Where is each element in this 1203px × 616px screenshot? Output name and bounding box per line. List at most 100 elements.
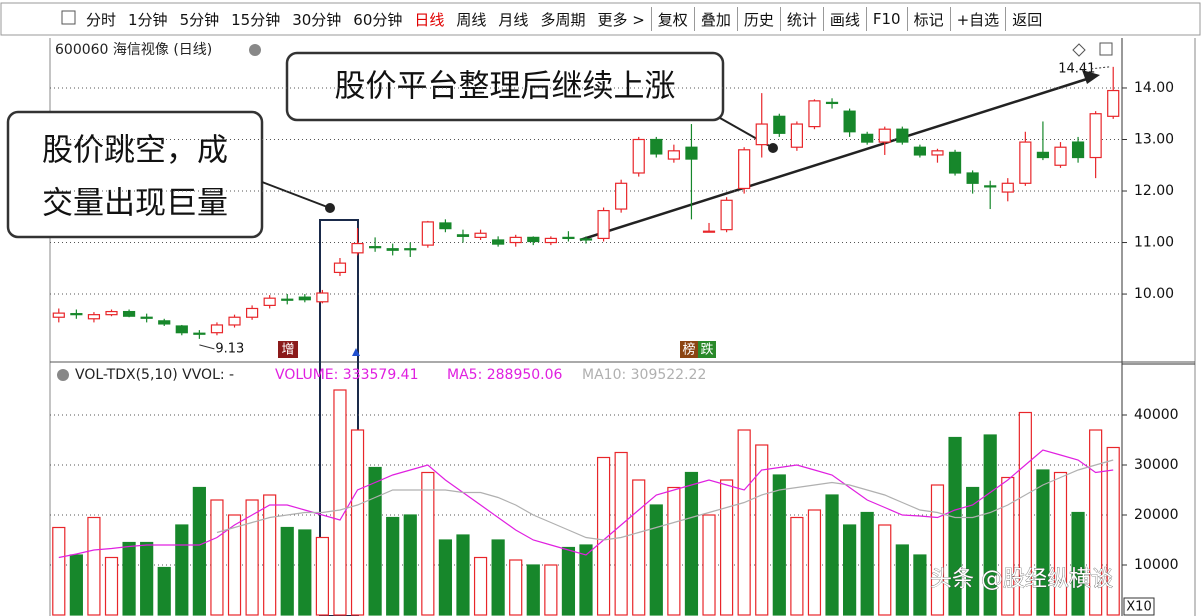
- volume-bar: [122, 541, 136, 616]
- y-tick-label: 10.00: [1134, 286, 1174, 302]
- volume-bar: [561, 546, 576, 616]
- candle-body: [667, 150, 680, 160]
- toolbar-button[interactable]: 月线: [498, 10, 529, 29]
- toolbar-frame: [0, 2, 1201, 36]
- toolbar-icon[interactable]: [61, 10, 76, 25]
- toolbar-button[interactable]: 返回: [1012, 10, 1043, 29]
- y-tick-label: 13.00: [1134, 131, 1174, 147]
- vol-title: VOL-TDX(5,10) VVOL: -: [75, 367, 234, 383]
- y-tick-label: 20000: [1134, 507, 1179, 523]
- candle-body: [544, 237, 557, 244]
- badge-text: 榜: [682, 342, 695, 358]
- callout-dot: [325, 203, 335, 213]
- candle-body: [615, 182, 628, 210]
- candle-body: [632, 138, 645, 174]
- volume-bar: [737, 429, 751, 616]
- candle-body: [685, 146, 698, 160]
- volume-bar: [983, 434, 997, 616]
- badge-text: 增: [281, 343, 294, 358]
- unit-box: [1123, 597, 1155, 616]
- toolbar-button[interactable]: 复权: [657, 10, 688, 29]
- trend-arrowhead: [1082, 70, 1100, 84]
- legend-entry: VOLUME: 333579.41: [275, 367, 419, 383]
- ma-line: [216, 459, 1114, 541]
- volume-bar: [1089, 429, 1103, 616]
- toolbar-button[interactable]: F10: [872, 10, 901, 28]
- badge[interactable]: [680, 341, 698, 358]
- toolbar-button[interactable]: 更多 >: [597, 10, 645, 29]
- toolbar-button[interactable]: 60分钟: [353, 10, 403, 29]
- low-label: 9.13: [215, 341, 244, 356]
- candle-body: [193, 332, 206, 335]
- candle-body: [1019, 141, 1032, 184]
- volume-bar: [913, 554, 927, 616]
- y-tick-label: 12.00: [1134, 183, 1174, 199]
- candle-body: [52, 312, 65, 318]
- candle-body: [948, 151, 962, 174]
- callout-box: [6, 110, 264, 239]
- title-menu[interactable]: [249, 44, 261, 56]
- icon-panel[interactable]: [1099, 42, 1113, 56]
- high-pointer: [1091, 66, 1110, 70]
- toolbar-button[interactable]: 分时: [86, 10, 117, 29]
- badge[interactable]: [698, 341, 716, 358]
- volume-bar: [421, 471, 435, 616]
- candle-body: [1089, 113, 1102, 159]
- volume-bar: [860, 511, 874, 616]
- toolbar-button[interactable]: +自选: [956, 10, 1000, 29]
- vol-menu[interactable]: [57, 369, 69, 381]
- icon-diamond[interactable]: [1072, 43, 1086, 57]
- toolbar-button[interactable]: 多周期: [540, 10, 586, 29]
- candle-body: [369, 246, 382, 249]
- badge[interactable]: [278, 341, 298, 358]
- volume-bar: [1053, 471, 1068, 616]
- volume-bar: [895, 544, 909, 616]
- candle-body: [861, 133, 874, 143]
- toolbar-button[interactable]: 历史: [743, 10, 774, 29]
- toolbar-button[interactable]: 日线: [414, 10, 445, 29]
- candle-body: [843, 110, 856, 133]
- candle-body: [175, 325, 188, 334]
- candle-body: [755, 123, 768, 146]
- candle-body: [1036, 151, 1050, 159]
- high-label: 14.41: [1058, 61, 1095, 76]
- candle-body: [439, 222, 452, 230]
- volume-bar: [227, 514, 242, 616]
- candle-body: [351, 242, 364, 254]
- volume-bar: [807, 509, 822, 616]
- candle-body: [316, 292, 329, 303]
- separator: [736, 7, 738, 31]
- volume-bar: [544, 564, 558, 616]
- toolbar-button[interactable]: 15分钟: [231, 10, 281, 29]
- y-tick-label: 11.00: [1134, 235, 1174, 251]
- candle-body: [509, 236, 522, 244]
- volume-bar: [1071, 511, 1085, 616]
- volume-bar: [104, 556, 119, 616]
- candle-body: [773, 115, 786, 134]
- volume-bar: [315, 536, 329, 616]
- volume-bar: [87, 516, 101, 616]
- volume-bar: [772, 474, 786, 616]
- y-tick-label: 10000: [1134, 557, 1179, 573]
- callout-text: 股价跳空，成: [42, 133, 228, 169]
- toolbar-button[interactable]: 画线: [829, 10, 860, 29]
- toolbar-button[interactable]: 叠加: [700, 10, 731, 29]
- toolbar-button[interactable]: 周线: [456, 10, 487, 29]
- toolbar-button[interactable]: 1分钟: [128, 10, 168, 29]
- volume-bar: [790, 516, 804, 616]
- toolbar: 分时 1分钟 5分钟 15分钟 30分钟 60分钟 日线 周线 月线 多周期 更多 > 复权 叠加 历史统…: [50, 4, 1200, 34]
- ma-line: [58, 449, 1114, 559]
- candle-body: [245, 307, 259, 318]
- volume-bar: [579, 544, 593, 616]
- toolbar-button[interactable]: 标记: [913, 10, 944, 29]
- volume-bar: [368, 466, 382, 616]
- candle-body: [456, 234, 470, 237]
- candle-body: [1001, 182, 1014, 193]
- candle-body: [281, 298, 294, 301]
- volume-bar: [69, 554, 83, 616]
- toolbar-button[interactable]: 5分钟: [179, 10, 220, 29]
- toolbar-button[interactable]: 统计: [786, 10, 817, 29]
- volume-bar: [350, 429, 365, 616]
- volume-bar: [491, 539, 505, 616]
- toolbar-button[interactable]: 30分钟: [292, 10, 342, 29]
